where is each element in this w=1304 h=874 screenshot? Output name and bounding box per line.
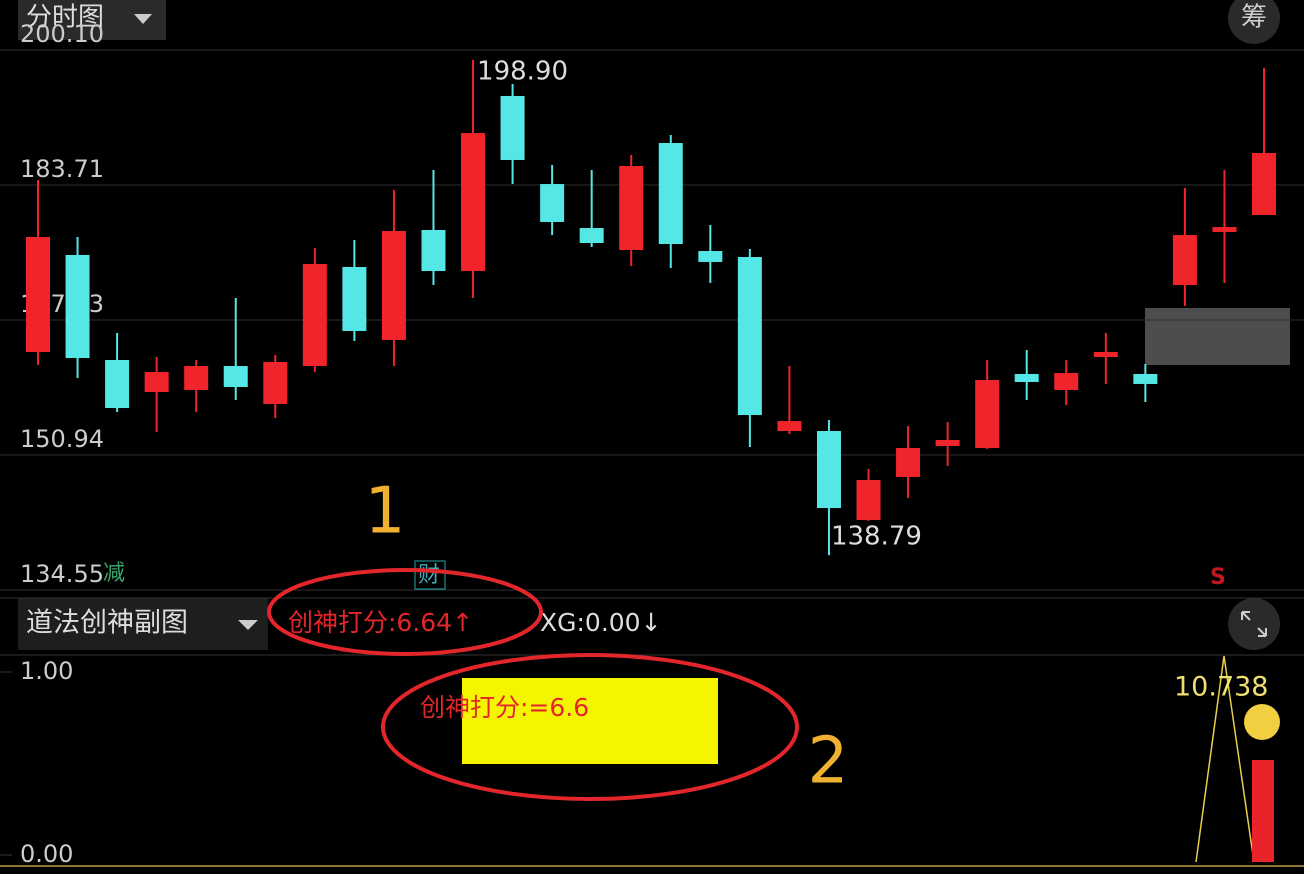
callout-ellipse (267, 568, 543, 656)
candle-body (26, 237, 50, 353)
candle-body (184, 366, 209, 390)
candle-body (896, 447, 921, 477)
candle-body (1252, 152, 1276, 216)
y-tick-label: 150.94 (20, 425, 104, 453)
indicator-bar (1252, 760, 1274, 862)
marker: 财 (418, 563, 440, 588)
candle-body (975, 380, 1000, 448)
candle-body (65, 254, 90, 359)
candle-body (1014, 374, 1039, 382)
y-tick-label: 134.55 (20, 560, 104, 588)
sub-plot: 1.00 0.00 (0, 657, 73, 868)
candle-body (1133, 374, 1158, 384)
score-box-text: 创神打分:=6.6 (420, 693, 589, 722)
overlay-box (1145, 308, 1290, 365)
candle-body (342, 266, 367, 331)
candle-body (1054, 373, 1079, 390)
candle-body (263, 361, 288, 404)
candle-body (144, 372, 169, 393)
callout-number: 1 (365, 475, 406, 549)
dropdown-arrow (134, 14, 152, 24)
chip-button[interactable] (1228, 0, 1280, 44)
high-label: 198.90 (477, 56, 568, 86)
candle-body (816, 431, 841, 509)
candle-body (737, 257, 762, 416)
main-plot: 200.10183.71167.33150.94134.55198.90138.… (0, 20, 1304, 591)
candle-body (777, 421, 802, 432)
panel-title: 分时图 (26, 3, 104, 33)
right-value: 10.738 (1174, 672, 1268, 703)
candle-body (302, 264, 327, 367)
marker: S (1210, 565, 1226, 590)
candle-body (658, 143, 683, 245)
candle-body (421, 230, 446, 272)
sub-selector[interactable] (18, 598, 268, 650)
candle-body (856, 480, 881, 520)
y-tick-label: 200.10 (20, 20, 104, 48)
candle-body (579, 228, 604, 244)
candle-body (461, 133, 486, 272)
candle-body (1212, 227, 1237, 232)
indicator-line (1195, 655, 1255, 863)
callout-ellipse (381, 653, 799, 801)
y-tick-label: 1.00 (20, 657, 73, 685)
candle-body (223, 366, 248, 388)
candle-body (1093, 352, 1118, 358)
chip-label: 筹 (1241, 3, 1267, 33)
dropdown-arrow (238, 620, 258, 630)
expand-icon (1241, 611, 1267, 637)
marker: 减 (103, 561, 125, 586)
low-label: 138.79 (831, 522, 922, 552)
candle-body (540, 184, 565, 223)
candle-body (500, 95, 525, 160)
expand-button[interactable] (1228, 598, 1280, 650)
candle-body (619, 165, 644, 251)
candle-body (381, 230, 406, 340)
candle-body (935, 439, 960, 446)
smiley (1244, 704, 1280, 740)
y-tick-label: 0.00 (20, 840, 73, 868)
score-label: 创神打分:6.64↑ (288, 608, 473, 637)
score-box (462, 678, 718, 764)
sub-title: 道法创神副图 (26, 608, 188, 639)
marker-box (414, 560, 446, 590)
candle-body (1172, 235, 1197, 286)
xg-label: XG:0.00↓ (540, 608, 662, 637)
callout-number: 2 (808, 725, 849, 799)
y-tick-label: 183.71 (20, 155, 104, 183)
candle-body (105, 359, 130, 409)
candle-body (698, 251, 723, 262)
